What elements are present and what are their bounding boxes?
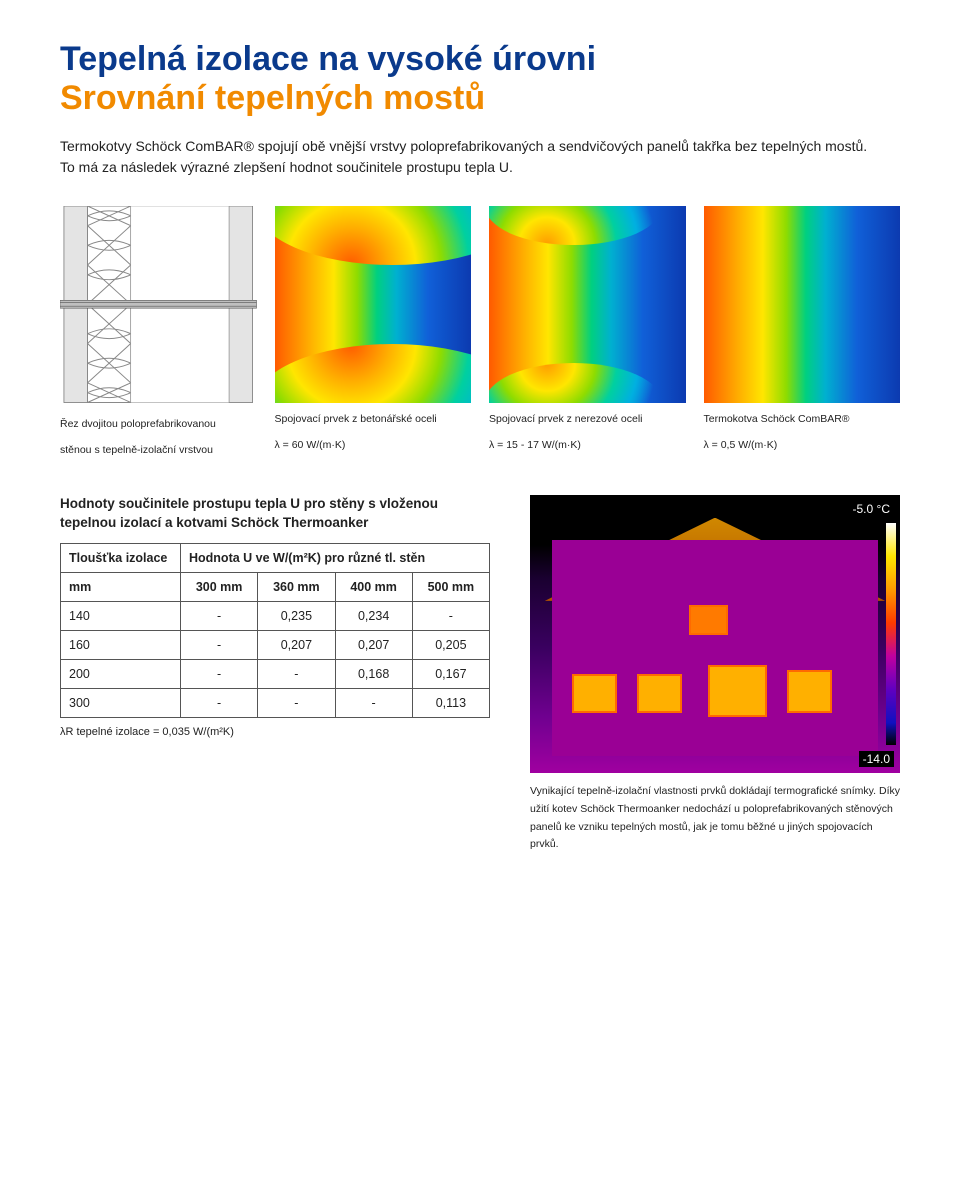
row-value: -: [258, 689, 335, 718]
fig3-caption-line1: Termokotva Schöck ComBAR®: [704, 413, 850, 425]
intro-paragraph: Termokotvy Schöck ComBAR® spojují obě vn…: [60, 136, 880, 178]
row-label: 140: [61, 602, 181, 631]
th-span: Hodnota U ve W/(m²K) pro různé tl. stěn: [181, 544, 490, 573]
row-value: -: [181, 660, 258, 689]
temp-low-label: -14.0: [859, 751, 894, 767]
row-value: -: [412, 602, 489, 631]
figure-thermal-combar: Termokotva Schöck ComBAR® λ = 0,5 W/(m·K…: [704, 206, 901, 459]
th-col2: 400 mm: [335, 573, 412, 602]
row-value: 0,207: [335, 631, 412, 660]
thermographic-photo: -5.0 °C -14.0: [530, 495, 900, 773]
thermal-steel-panel: [275, 206, 472, 403]
row-value: -: [335, 689, 412, 718]
row-value: 0,205: [412, 631, 489, 660]
row-value: -: [181, 631, 258, 660]
table-row: 160-0,2070,2070,205: [61, 631, 490, 660]
row-label: 200: [61, 660, 181, 689]
row-value: 0,167: [412, 660, 489, 689]
row-value: 0,113: [412, 689, 489, 718]
thermal-stainless-panel: [489, 206, 686, 403]
table-title: Hodnoty součinitele prostupu tepla U pro…: [60, 495, 490, 533]
table-footnote: λR tepelné izolace = 0,035 W/(m²K): [60, 726, 490, 738]
figure-row: Řez dvojitou poloprefabrikovanou stěnou …: [60, 206, 900, 459]
figure-thermal-stainless: Spojovací prvek z nerezové oceli λ = 15 …: [489, 206, 686, 459]
uvalue-table: Tloušťka izolace Hodnota U ve W/(m²K) pr…: [60, 543, 490, 718]
row-value: -: [258, 660, 335, 689]
row-label: 160: [61, 631, 181, 660]
th-corner: Tloušťka izolace: [61, 544, 181, 573]
thermal-combar-panel: [704, 206, 901, 403]
table-row: 200--0,1680,167: [61, 660, 490, 689]
table-row: 300---0,113: [61, 689, 490, 718]
th-col1: 360 mm: [258, 573, 335, 602]
row-value: 0,168: [335, 660, 412, 689]
th-col3: 500 mm: [412, 573, 489, 602]
fig0-caption-line1: Řez dvojitou poloprefabrikovanou: [60, 418, 216, 430]
row-value: -: [181, 602, 258, 631]
cross-section-diagram: [60, 206, 257, 408]
figure-thermal-steel: Spojovací prvek z betonářské oceli λ = 6…: [275, 206, 472, 459]
figure-cross-section: Řez dvojitou poloprefabrikovanou stěnou …: [60, 206, 257, 459]
th-unit: mm: [61, 573, 181, 602]
fig0-caption-line2: stěnou s tepelně-izolační vrstvou: [60, 442, 257, 460]
fig3-caption-line2: λ = 0,5 W/(m·K): [704, 437, 901, 455]
fig2-caption-line1: Spojovací prvek z nerezové oceli: [489, 413, 643, 425]
fig1-caption-line2: λ = 60 W/(m·K): [275, 437, 472, 455]
page-title: Tepelná izolace na vysoké úrovni: [60, 40, 900, 79]
th-col0: 300 mm: [181, 573, 258, 602]
row-label: 300: [61, 689, 181, 718]
row-value: 0,234: [335, 602, 412, 631]
row-value: -: [181, 689, 258, 718]
fig1-caption-line1: Spojovací prvek z betonářské oceli: [275, 413, 437, 425]
row-value: 0,207: [258, 631, 335, 660]
thermo-caption: Vynikající tepelně-izolační vlastnosti p…: [530, 783, 900, 854]
page-subtitle: Srovnání tepelných mostů: [60, 79, 900, 118]
fig2-caption-line2: λ = 15 - 17 W/(m·K): [489, 437, 686, 455]
row-value: 0,235: [258, 602, 335, 631]
table-row: 140-0,2350,234-: [61, 602, 490, 631]
temp-high-label: -5.0 °C: [849, 501, 894, 517]
